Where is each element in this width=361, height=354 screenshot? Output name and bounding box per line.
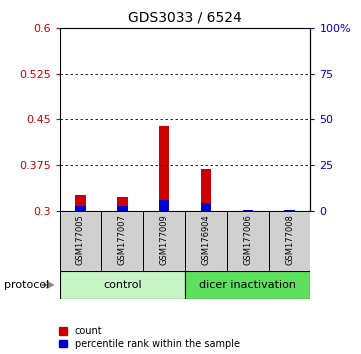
Bar bbox=[60, 211, 101, 271]
Bar bbox=[243, 210, 253, 211]
Text: GSM177006: GSM177006 bbox=[243, 214, 252, 265]
Bar bbox=[185, 271, 310, 299]
Bar bbox=[284, 210, 295, 211]
Text: GSM177005: GSM177005 bbox=[76, 214, 85, 265]
Text: control: control bbox=[103, 280, 142, 290]
Title: GDS3033 / 6524: GDS3033 / 6524 bbox=[128, 10, 242, 24]
Text: dicer inactivation: dicer inactivation bbox=[199, 280, 296, 290]
Bar bbox=[143, 211, 185, 271]
Text: protocol: protocol bbox=[4, 280, 49, 290]
Legend: count, percentile rank within the sample: count, percentile rank within the sample bbox=[59, 326, 240, 349]
Bar bbox=[201, 169, 211, 203]
Bar bbox=[117, 197, 127, 206]
Bar bbox=[159, 126, 169, 200]
Bar bbox=[117, 206, 127, 211]
Bar bbox=[75, 206, 86, 211]
Bar bbox=[185, 211, 227, 271]
Bar bbox=[269, 211, 310, 271]
Bar bbox=[227, 211, 269, 271]
Text: GSM177007: GSM177007 bbox=[118, 214, 127, 265]
Bar bbox=[75, 195, 86, 206]
Bar bbox=[60, 271, 185, 299]
Text: GSM177008: GSM177008 bbox=[285, 214, 294, 265]
Bar bbox=[201, 203, 211, 211]
Bar bbox=[101, 211, 143, 271]
Text: GSM176904: GSM176904 bbox=[201, 214, 210, 265]
Text: GSM177009: GSM177009 bbox=[160, 214, 169, 265]
Bar bbox=[159, 200, 169, 211]
